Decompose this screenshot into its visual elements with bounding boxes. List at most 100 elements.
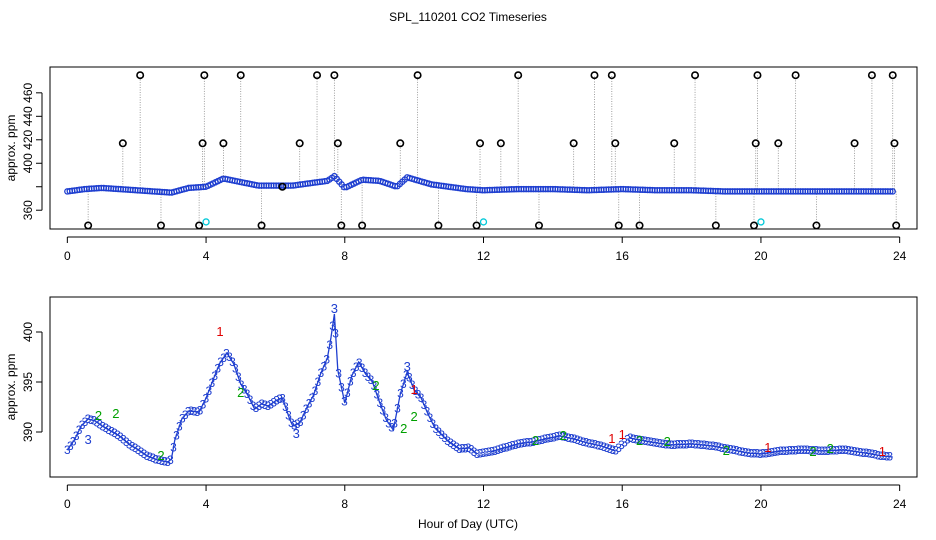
series-marker: 3	[807, 443, 814, 457]
bottom-y-tick-label: 400	[21, 322, 35, 342]
series-marker: 3	[518, 437, 525, 451]
series-marker: 3	[483, 446, 490, 460]
marker-label-green: 2	[664, 434, 671, 449]
spike-point	[888, 71, 897, 80]
series-marker: 3	[830, 444, 837, 458]
series-marker: 3	[671, 438, 678, 452]
series-marker: 3	[721, 441, 728, 455]
marker-label-green: 2	[809, 444, 816, 459]
series-marker: 3	[686, 437, 693, 451]
series-marker: 3	[710, 439, 717, 453]
series-marker: 3	[409, 378, 416, 392]
series-marker: 3	[654, 436, 661, 450]
marker-label-green: 2	[560, 428, 567, 443]
series-marker: 3	[881, 449, 888, 463]
series-marker: 3	[860, 446, 867, 460]
series-marker: 3	[300, 409, 307, 423]
series-marker: 3	[701, 438, 708, 452]
series-marker: 3	[341, 394, 348, 408]
marker-label-red: 1	[216, 324, 223, 339]
series-marker: 3	[886, 450, 893, 464]
series-marker: 3	[707, 439, 714, 453]
spike-point	[330, 71, 339, 80]
series-marker: 3	[804, 443, 811, 457]
spike-point	[396, 139, 405, 148]
series-marker: 3	[533, 434, 540, 448]
series-marker: 3	[149, 451, 156, 465]
series-marker: 3	[288, 416, 295, 430]
series-marker: 3	[435, 425, 442, 439]
series-marker: 3	[70, 435, 77, 449]
series-marker: 3	[93, 415, 100, 429]
spike-point	[136, 71, 145, 80]
series-marker: 3	[91, 414, 98, 428]
series-marker: 3	[259, 397, 266, 411]
series-marker: 3	[167, 453, 174, 467]
series-marker: 3	[96, 417, 103, 431]
spike-point	[278, 182, 287, 191]
top-x-tick-label: 20	[754, 249, 768, 263]
series-marker: 3	[64, 443, 71, 457]
series-marker: 3	[486, 445, 493, 459]
top-y-tick-label: 460	[21, 82, 35, 102]
series-marker: 3	[757, 447, 764, 461]
series-marker: 3	[164, 455, 171, 469]
marker-label-blue: 3	[85, 432, 92, 447]
series-marker: 3	[763, 446, 770, 460]
series-marker: 3	[85, 412, 92, 426]
series-marker: 3	[144, 449, 151, 463]
series-marker: 3	[102, 421, 109, 435]
series-marker: 3	[883, 449, 890, 463]
series-marker: 3	[208, 376, 215, 390]
spike-point	[514, 71, 523, 80]
series-marker: 3	[627, 431, 634, 445]
series-marker: 3	[335, 366, 342, 380]
series-line	[490, 435, 616, 453]
marker-label-red: 1	[619, 427, 626, 442]
spike-point	[867, 71, 876, 80]
top-y-tick-label: 420	[21, 129, 35, 149]
series-marker: 3	[530, 435, 537, 449]
series-marker: 3	[197, 403, 204, 417]
series-marker: 3	[205, 384, 212, 398]
top-x-tick-label: 8	[341, 249, 348, 263]
series-marker: 3	[282, 400, 289, 414]
series-marker: 3	[503, 440, 510, 454]
series-marker: 3	[323, 353, 330, 367]
series-marker: 3	[250, 399, 257, 413]
series-marker: 3	[659, 437, 666, 451]
series-marker: 3	[509, 439, 516, 453]
series-marker: 3	[82, 415, 89, 429]
series-marker: 3	[415, 388, 422, 402]
series-marker: 3	[869, 447, 876, 461]
series-marker: 3	[698, 438, 705, 452]
series-marker: 3	[668, 438, 675, 452]
marker-label-green: 2	[411, 409, 418, 424]
series-marker: 3	[866, 447, 873, 461]
series-marker: 3	[397, 386, 404, 400]
series-marker: 3	[105, 423, 112, 437]
series-marker: 3	[214, 362, 221, 376]
series-marker: 3	[875, 448, 882, 462]
series-marker: 3	[73, 429, 80, 443]
series-marker: 3	[320, 359, 327, 373]
series-marker: 3	[810, 444, 817, 458]
series-marker: 3	[636, 433, 643, 447]
series-marker: 3	[194, 405, 201, 419]
spike-point	[670, 139, 679, 148]
series-marker: 3	[347, 374, 354, 388]
series-marker: 3	[544, 432, 551, 446]
marker-label-green: 2	[400, 421, 407, 436]
series-marker: 3	[338, 380, 345, 394]
series-marker: 3	[527, 435, 534, 449]
series-marker: 3	[565, 431, 572, 445]
series-marker: 3	[441, 431, 448, 445]
series-marker: 3	[512, 438, 519, 452]
series-marker: 3	[264, 399, 271, 413]
series-marker: 3	[400, 377, 407, 391]
series-marker: 3	[241, 383, 248, 397]
series-marker: 3	[306, 396, 313, 410]
series-marker: 3	[406, 370, 413, 384]
series-marker: 3	[108, 425, 115, 439]
series-marker: 3	[99, 419, 106, 433]
